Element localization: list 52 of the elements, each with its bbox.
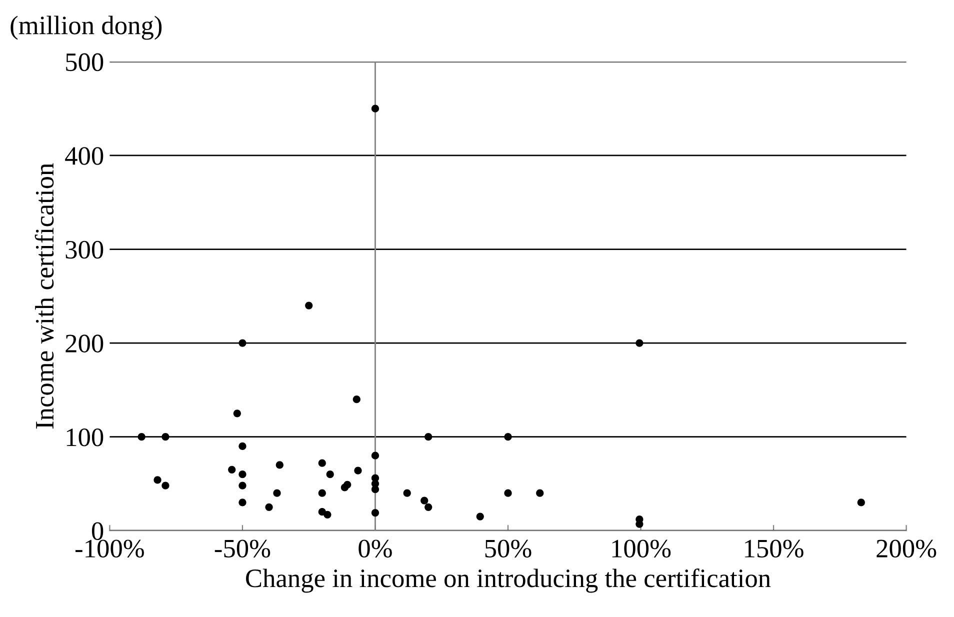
point [344,480,352,488]
point [504,489,512,497]
point [371,486,380,494]
x-tick-label: 50% [485,540,532,558]
point [238,470,246,478]
point [424,433,432,441]
y-tick-label: 500 [66,53,104,72]
point [162,433,170,441]
x-tick-label: 200% [876,540,936,558]
x-tick-label: -50% [214,540,270,558]
point [238,339,246,347]
point [857,498,865,506]
y-tick-label: 100 [66,428,104,446]
y-tick-label: 200 [66,334,104,352]
x-axis-title: Change in income on introducing the certification [246,568,771,593]
point [504,433,512,441]
point [354,466,362,474]
point [276,461,284,469]
x-tick-label: 150% [745,540,804,558]
y-tick-label: 0 [92,522,104,540]
text: (million dong) [10,16,162,40]
point [154,476,162,484]
point [238,498,246,506]
point [233,410,241,418]
point [371,509,380,517]
point [324,510,332,518]
y-axis-title: Income with certification [34,163,54,429]
point [273,489,281,497]
point [162,482,170,490]
point [305,302,313,310]
point [371,452,380,460]
x-tick-label: 0% [358,540,392,558]
y-tick-label: 400 [65,147,104,165]
point [318,459,326,467]
point [228,466,236,474]
point [265,503,273,511]
point [636,339,644,347]
point [138,433,146,441]
point [371,104,380,112]
x-tick-label: 100% [612,540,671,558]
y-tick-label: 300 [66,240,104,259]
point [420,496,428,504]
point [536,489,544,497]
point [476,512,484,520]
point [238,442,246,450]
point [238,482,246,490]
point [326,470,334,478]
point [318,489,326,497]
x-tick-label: -100% [76,540,144,558]
point [424,503,432,511]
point [352,396,360,404]
point [403,489,411,497]
